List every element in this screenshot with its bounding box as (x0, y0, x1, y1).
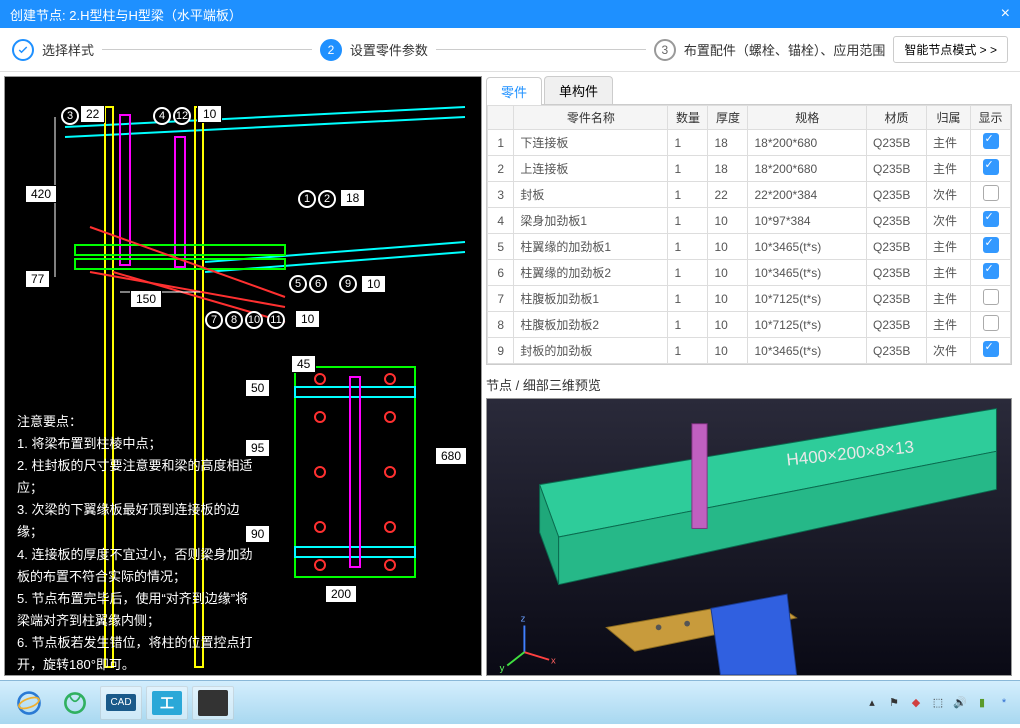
step-2[interactable]: 2 设置零件参数 (320, 39, 428, 61)
close-icon[interactable]: × (1001, 5, 1010, 23)
table-row[interactable]: 2上连接板11818*200*680Q235B主件 (488, 156, 1011, 182)
show-checkbox[interactable] (983, 159, 999, 175)
show-checkbox[interactable] (983, 263, 999, 279)
step-3[interactable]: 3 布置配件（螺栓、锚栓）、应用范围 (654, 39, 886, 61)
marker: 2 (318, 190, 336, 208)
dim: 22 (80, 105, 105, 123)
taskbar: CAD 工 ▴ ⚑ ◆ ⬚ 🔊 ▮ * (0, 680, 1020, 724)
show-checkbox[interactable] (983, 133, 999, 149)
cad-viewport[interactable]: 22 10 420 18 77 150 10 10 45 50 95 90 68… (4, 76, 482, 676)
show-checkbox[interactable] (983, 237, 999, 253)
dim: 10 (197, 105, 222, 123)
dim: 45 (291, 355, 316, 373)
titlebar: 创建节点: 2.H型柱与H型梁（水平端板） × (0, 0, 1020, 28)
dim: 50 (245, 379, 270, 397)
tabs: 零件 单构件 (486, 76, 1012, 105)
table-row[interactable]: 8柱腹板加劲板211010*7125(t*s)Q235B主件 (488, 312, 1011, 338)
marker: 5 (289, 275, 307, 293)
preview-3d[interactable]: H400×200×8×13 z x y (486, 398, 1012, 676)
dim: 10 (361, 275, 386, 293)
table-row[interactable]: 3封板12222*200*384Q235B次件 (488, 182, 1011, 208)
dim: 420 (25, 185, 57, 203)
marker: 1 (298, 190, 316, 208)
dim: 680 (435, 447, 467, 465)
tray-shield-icon[interactable]: ◆ (908, 695, 924, 711)
svg-text:x: x (551, 656, 556, 667)
system-tray: ▴ ⚑ ◆ ⬚ 🔊 ▮ * (864, 695, 1012, 711)
preview-label: 节点 / 细部三维预览 (486, 375, 1012, 394)
marker: 3 (61, 107, 79, 125)
window-title: 创建节点: 2.H型柱与H型梁（水平端板） (10, 5, 242, 24)
show-checkbox[interactable] (983, 185, 999, 201)
browser-icon[interactable] (54, 686, 96, 720)
table-row[interactable]: 5柱翼缘的加劲板111010*3465(t*s)Q235B主件 (488, 234, 1011, 260)
dim: 77 (25, 270, 50, 288)
notes: 注意要点： 1. 将梁布置到柱棱中点； 2. 柱封板的尺寸要注意要和梁的高度相适… (17, 411, 257, 676)
table-row[interactable]: 4梁身加劲板111010*97*384Q235B次件 (488, 208, 1011, 234)
step-1[interactable]: 选择样式 (12, 39, 94, 61)
table-row[interactable]: 9封板的加劲板11010*3465(t*s)Q235B次件 (488, 338, 1011, 364)
table-row[interactable]: 6柱翼缘的加劲板211010*3465(t*s)Q235B主件 (488, 260, 1011, 286)
tray-flag-icon[interactable]: ⚑ (886, 695, 902, 711)
marker: 11 (267, 311, 285, 329)
table-row[interactable]: 1下连接板11818*200*680Q235B主件 (488, 130, 1011, 156)
dim: 18 (340, 189, 365, 207)
parts-table: 零件名称 数量 厚度 规格 材质 归属 显示 1下连接板11818*200*68… (486, 105, 1012, 365)
app-icon[interactable]: 工 (146, 686, 188, 720)
marker: 9 (339, 275, 357, 293)
dim: 200 (325, 585, 357, 603)
cad-app-icon[interactable]: CAD (100, 686, 142, 720)
svg-text:z: z (521, 614, 526, 625)
marker: 8 (225, 311, 243, 329)
show-checkbox[interactable] (983, 341, 999, 357)
marker: 6 (309, 275, 327, 293)
show-checkbox[interactable] (983, 211, 999, 227)
marker: 4 (153, 107, 171, 125)
stepper: 选择样式 2 设置零件参数 3 布置配件（螺栓、锚栓）、应用范围 智能节点模式 … (0, 28, 1020, 72)
table-row[interactable]: 7柱腹板加劲板111010*7125(t*s)Q235B主件 (488, 286, 1011, 312)
dim: 10 (295, 310, 320, 328)
show-checkbox[interactable] (983, 315, 999, 331)
table-row[interactable]: 10梁腹板加劲板111010*7125(t*s)Q235B次件 (488, 364, 1011, 366)
user-app-icon[interactable] (192, 686, 234, 720)
marker: 12 (173, 107, 191, 125)
marker: 10 (245, 311, 263, 329)
dim: 150 (130, 290, 162, 308)
tab-parts[interactable]: 零件 (486, 77, 542, 105)
tray-up-icon[interactable]: ▴ (864, 695, 880, 711)
tab-members[interactable]: 单构件 (544, 76, 613, 104)
tray-net-icon[interactable]: ⬚ (930, 695, 946, 711)
show-checkbox[interactable] (983, 289, 999, 305)
tray-bt-icon[interactable]: * (996, 695, 1012, 711)
smart-mode-button[interactable]: 智能节点模式 > > (893, 36, 1008, 63)
ie-icon[interactable] (8, 686, 50, 720)
marker: 7 (205, 311, 223, 329)
tray-gpu-icon[interactable]: ▮ (974, 695, 990, 711)
svg-text:y: y (500, 663, 505, 674)
tray-vol-icon[interactable]: 🔊 (952, 695, 968, 711)
